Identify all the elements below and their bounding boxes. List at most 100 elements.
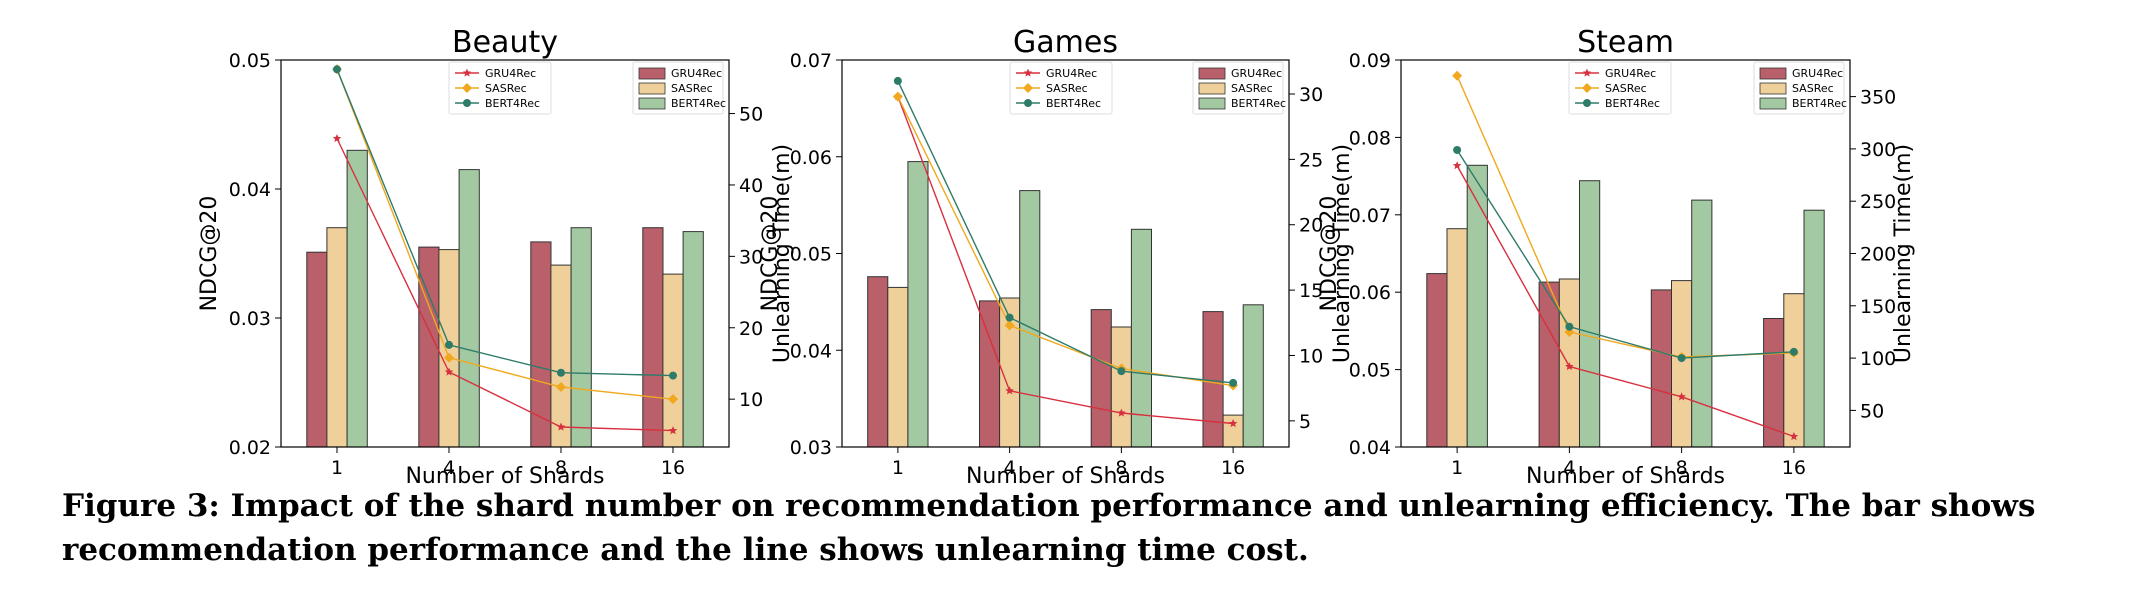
point-gru4rec-4	[444, 367, 454, 376]
y2-tick-label: 250	[1860, 191, 1896, 213]
y2-tick-label: 350	[1860, 87, 1896, 109]
y-tick-label: 0.08	[1349, 127, 1391, 149]
x-tick-label: 8	[1676, 457, 1688, 479]
legend-bar-swatch	[1759, 82, 1787, 95]
point-bert4rec-16	[669, 371, 677, 380]
y2-tick-label: 20	[1299, 215, 1323, 237]
legend-bar-label: GRU4Rec	[1231, 67, 1282, 80]
y-axis-label: NDCG@20	[758, 196, 783, 312]
y-tick-label: 0.05	[790, 244, 832, 266]
x-tick-label: 4	[443, 457, 455, 479]
legend-line-label: BERT4Rec	[485, 97, 540, 110]
legend-line-marker	[1023, 68, 1033, 77]
point-sasrec-1	[892, 91, 903, 102]
x-tick-label: 4	[1004, 457, 1016, 479]
chart-panel-beauty: 0.02 0.03 0.04 0.05 10 20 30 40 50 1 4 8 16 Beauty Num…	[197, 25, 795, 489]
point-gru4rec-8	[556, 422, 566, 431]
y-tick-label: 0.04	[229, 179, 271, 201]
legend-line-label: SASRec	[485, 82, 527, 95]
x-tick-label: 8	[1115, 457, 1127, 479]
point-gru4rec-4	[1565, 361, 1574, 371]
bar-sasrec-16	[662, 273, 684, 448]
y2-axis-label: Unlearning Time(m)	[1891, 144, 1916, 363]
point-gru4rec-4	[1005, 386, 1014, 395]
chart-panel-steam: 0.04 0.05 0.06 0.07 0.08 0.09 50 100 150 200 250 30…	[1317, 25, 1916, 489]
line-gru4rec	[897, 96, 1234, 425]
y-tick-label: 0.09	[1349, 50, 1391, 72]
legend-lines-box	[448, 61, 552, 115]
y-tick-label: 0.03	[229, 308, 271, 330]
y2-tick-label: 300	[1860, 139, 1896, 161]
y2-tick-label: 150	[1860, 296, 1896, 318]
legend-line-label: BERT4Rec	[1605, 97, 1660, 110]
x-tick-label: 8	[555, 457, 567, 479]
legend-bar-label: SASRec	[1792, 82, 1834, 95]
point-sasrec-4	[444, 352, 454, 363]
y-axis-label: NDCG@20	[1317, 196, 1342, 312]
legend-bar-label: SASRec	[671, 82, 713, 95]
point-bert4rec-4	[445, 340, 453, 349]
bar-bert4rec-16	[682, 231, 704, 448]
y2-tick-label: 10	[1299, 345, 1323, 367]
x-tick-label: 1	[331, 457, 343, 479]
y-tick-label: 0.04	[1349, 437, 1391, 459]
legend-line-marker	[462, 68, 472, 77]
point-bert4rec-1	[893, 76, 902, 85]
line-sasrec	[336, 69, 674, 400]
bar-gru4rec-1	[1426, 273, 1448, 448]
legend-line-marker	[1582, 83, 1592, 93]
y2-tick-label: 50	[1860, 400, 1884, 422]
point-bert4rec-1	[1453, 145, 1462, 154]
bar-sasrec-8	[550, 264, 572, 448]
y2-tick-label: 30	[739, 246, 763, 268]
bar-sasrec-1	[326, 227, 348, 448]
x-tick-label: 16	[1221, 457, 1245, 479]
legend-bar-swatch	[1759, 97, 1787, 110]
legend-bar-swatch	[638, 82, 666, 95]
y2-tick-label: 15	[1299, 280, 1323, 302]
legend-line-marker	[1582, 68, 1592, 77]
x-axis-label: Number of Shards	[966, 464, 1165, 489]
point-bert4rec-8	[1117, 367, 1126, 376]
legend-line-label: SASRec	[1605, 82, 1647, 95]
legend-line-marker	[1583, 99, 1591, 107]
bar-sasrec-16	[1783, 293, 1805, 448]
x-axis-label: Number of Shards	[1526, 464, 1725, 489]
legend-bar-swatch	[1759, 67, 1787, 80]
legend-line-label: SASRec	[1046, 82, 1088, 95]
point-gru4rec-16	[668, 426, 678, 435]
point-bert4rec-4	[1005, 313, 1014, 322]
legend-bar-swatch	[1198, 97, 1226, 110]
line-bert4rec	[1456, 149, 1794, 359]
legend-bar-label: GRU4Rec	[1792, 67, 1843, 80]
line-bert4rec	[336, 69, 674, 377]
bar-bert4rec-16	[1242, 304, 1264, 448]
chart-title: Steam	[1577, 25, 1674, 60]
point-sasrec-4	[1004, 320, 1015, 331]
y-axis-label: NDCG@20	[197, 196, 222, 312]
point-gru4rec-1	[1452, 161, 1462, 170]
chart-title: Beauty	[452, 25, 558, 60]
bar-gru4rec-8	[530, 241, 552, 448]
y2-tick-label: 40	[739, 175, 763, 197]
bar-bert4rec-1	[907, 161, 929, 448]
legend-bar-label: BERT4Rec	[671, 97, 726, 110]
line-gru4rec	[336, 138, 674, 432]
line-gru4rec	[1456, 165, 1795, 438]
legend-line-marker	[1024, 99, 1032, 107]
y-tick-label: 0.06	[1349, 282, 1391, 304]
legend-line-label: GRU4Rec	[485, 67, 536, 80]
bar-bert4rec-1	[1466, 164, 1488, 448]
point-gru4rec-8	[1677, 392, 1686, 401]
y-tick-label: 0.04	[790, 340, 832, 362]
y2-tick-label: 100	[1860, 348, 1896, 370]
legend-line-marker	[1023, 83, 1033, 93]
y-tick-label: 0.07	[790, 50, 832, 72]
y-tick-label: 0.03	[790, 437, 832, 459]
bar-bert4rec-8	[1691, 199, 1713, 448]
legend-bar-swatch	[638, 97, 666, 110]
y2-axis-label: Unlearning Time(m)	[1330, 144, 1355, 363]
bar-bert4rec-8	[570, 227, 592, 448]
point-bert4rec-8	[1677, 354, 1686, 363]
legend-line-label: GRU4Rec	[1605, 67, 1656, 80]
